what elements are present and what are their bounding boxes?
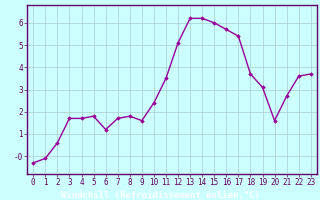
Text: Windchill (Refroidissement éolien,°C): Windchill (Refroidissement éolien,°C) (60, 191, 260, 200)
